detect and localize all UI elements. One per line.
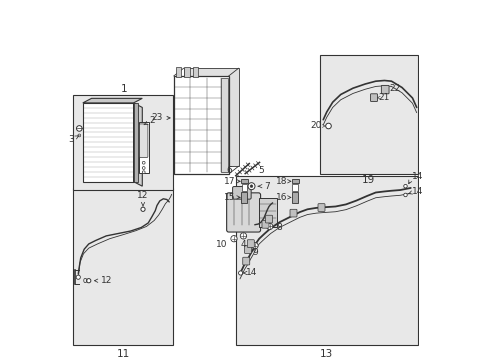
- FancyBboxPatch shape: [259, 198, 277, 227]
- Text: 2: 2: [144, 116, 155, 125]
- Bar: [73, 95, 172, 190]
- Circle shape: [141, 207, 145, 211]
- Circle shape: [240, 233, 246, 239]
- FancyBboxPatch shape: [292, 184, 298, 192]
- Text: 17: 17: [224, 177, 240, 186]
- Circle shape: [403, 184, 407, 188]
- Text: 4: 4: [240, 240, 246, 249]
- FancyBboxPatch shape: [291, 179, 298, 183]
- Text: 21: 21: [377, 93, 389, 102]
- FancyBboxPatch shape: [289, 209, 296, 217]
- FancyBboxPatch shape: [265, 215, 272, 223]
- FancyBboxPatch shape: [184, 67, 189, 77]
- FancyBboxPatch shape: [139, 124, 147, 157]
- FancyBboxPatch shape: [232, 186, 251, 199]
- Text: 1: 1: [120, 85, 127, 94]
- Text: 14: 14: [242, 269, 256, 278]
- FancyBboxPatch shape: [241, 179, 247, 183]
- Circle shape: [142, 161, 145, 164]
- Text: 11: 11: [117, 349, 130, 359]
- Polygon shape: [133, 103, 142, 186]
- Text: 16: 16: [275, 193, 290, 202]
- FancyBboxPatch shape: [241, 184, 247, 192]
- Circle shape: [238, 271, 242, 275]
- Text: 22: 22: [389, 84, 400, 93]
- FancyBboxPatch shape: [139, 122, 148, 173]
- Bar: [319, 55, 417, 174]
- Polygon shape: [82, 98, 142, 103]
- Text: 10: 10: [216, 240, 227, 249]
- Circle shape: [247, 183, 254, 190]
- Circle shape: [142, 167, 145, 170]
- FancyBboxPatch shape: [381, 85, 388, 94]
- Text: 18: 18: [275, 177, 290, 186]
- Circle shape: [76, 275, 80, 279]
- FancyBboxPatch shape: [82, 103, 133, 182]
- Circle shape: [142, 171, 145, 174]
- FancyBboxPatch shape: [244, 246, 251, 253]
- FancyBboxPatch shape: [247, 240, 254, 247]
- FancyBboxPatch shape: [183, 68, 238, 166]
- Circle shape: [230, 235, 237, 242]
- Circle shape: [76, 126, 82, 131]
- Text: 9: 9: [252, 248, 257, 257]
- Text: o: o: [82, 276, 87, 285]
- Text: 15: 15: [224, 193, 240, 202]
- FancyBboxPatch shape: [317, 204, 325, 211]
- Circle shape: [266, 223, 272, 230]
- FancyBboxPatch shape: [291, 193, 298, 203]
- Text: 6: 6: [225, 166, 231, 175]
- Text: 20: 20: [310, 121, 322, 130]
- Text: 14: 14: [411, 187, 422, 196]
- Circle shape: [403, 193, 407, 197]
- Bar: [235, 176, 417, 346]
- Bar: [73, 188, 172, 346]
- FancyBboxPatch shape: [370, 94, 377, 102]
- Text: 14: 14: [411, 172, 422, 181]
- Circle shape: [251, 243, 258, 249]
- Text: 19: 19: [362, 175, 375, 185]
- FancyBboxPatch shape: [241, 193, 247, 203]
- FancyBboxPatch shape: [221, 78, 227, 172]
- Text: 12: 12: [137, 191, 148, 206]
- Circle shape: [325, 123, 331, 129]
- Text: 8: 8: [276, 223, 282, 232]
- FancyBboxPatch shape: [242, 257, 249, 265]
- FancyBboxPatch shape: [173, 76, 228, 174]
- Circle shape: [86, 279, 91, 283]
- FancyBboxPatch shape: [226, 193, 260, 232]
- FancyBboxPatch shape: [133, 103, 138, 182]
- Text: 23: 23: [151, 113, 170, 122]
- Text: 12: 12: [94, 276, 112, 285]
- FancyBboxPatch shape: [175, 67, 181, 77]
- Circle shape: [78, 134, 81, 137]
- Text: 13: 13: [320, 349, 333, 359]
- Text: 3: 3: [68, 135, 79, 144]
- Circle shape: [249, 185, 252, 188]
- FancyBboxPatch shape: [262, 220, 268, 228]
- FancyBboxPatch shape: [193, 67, 198, 77]
- Text: 5: 5: [258, 166, 264, 175]
- Text: 7: 7: [258, 182, 269, 191]
